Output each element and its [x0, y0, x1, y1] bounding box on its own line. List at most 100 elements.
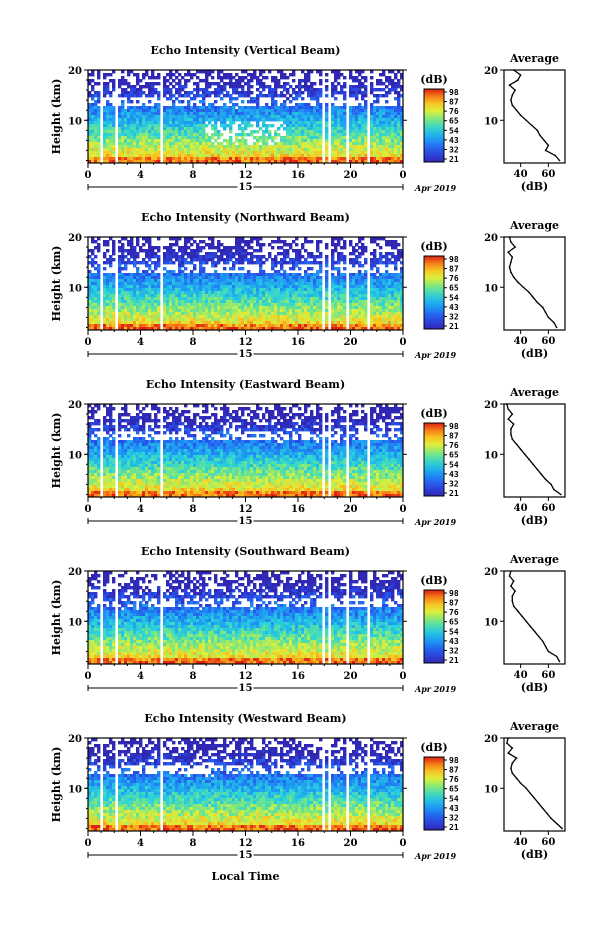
- average-point: [507, 737, 510, 739]
- average-point: [550, 817, 552, 820]
- heatmap-title: Echo Intensity (Westward Beam): [144, 712, 346, 725]
- average-point: [525, 620, 527, 623]
- average-point: [511, 772, 514, 774]
- average-point: [510, 261, 512, 263]
- x-tick-label: 4: [137, 170, 144, 181]
- average-point: [528, 291, 530, 294]
- colorbar-tick-label: 76: [449, 107, 459, 116]
- average-y-tick-label: 10: [484, 617, 498, 628]
- average-x-label: (dB): [521, 681, 548, 694]
- heatmap-cells: [88, 404, 404, 498]
- panel-4: Echo Intensity (Southward Beam) 10 20 Heigh…: [50, 545, 566, 694]
- colorbar-tick-label: 21: [449, 656, 459, 665]
- x-tick-label: 8: [190, 838, 197, 849]
- average-frame: [503, 403, 566, 498]
- average-point: [506, 403, 508, 405]
- colorbar-tick-label: 43: [449, 303, 459, 312]
- average-point: [519, 782, 522, 784]
- average-point: [521, 615, 523, 617]
- colorbar-tick-label: 43: [449, 637, 459, 646]
- colorbar-tick-label: 98: [449, 756, 459, 765]
- average-point: [546, 812, 548, 815]
- colorbar: [423, 88, 445, 163]
- average-point: [553, 321, 555, 324]
- panel-2: Echo Intensity (Northward Beam) 10 20 Heigh…: [50, 211, 566, 360]
- average-point: [553, 488, 555, 491]
- average-point: [514, 89, 516, 91]
- average-point: [536, 468, 539, 471]
- y-tick-label: 10: [68, 784, 82, 795]
- average-point: [544, 645, 547, 648]
- x-tick-label: 20: [344, 504, 358, 515]
- colorbar-tick-label: 87: [449, 766, 459, 775]
- average-point: [517, 79, 519, 81]
- x-tick-label: 8: [190, 671, 197, 682]
- y-tick-label: 20: [68, 233, 82, 244]
- day-label-bg: [237, 349, 254, 359]
- average-point: [530, 124, 533, 127]
- average-point: [533, 630, 536, 633]
- average-point: [512, 69, 515, 71]
- average-point: [507, 752, 510, 754]
- average-point: [515, 777, 518, 779]
- colorbar-unit: (dB): [420, 240, 447, 253]
- average-point: [525, 119, 527, 122]
- average-point: [524, 453, 526, 456]
- average-point: [510, 433, 512, 436]
- average-y-tick-label: 10: [484, 116, 498, 127]
- average-point: [542, 807, 544, 810]
- colorbar-tick-label: 65: [449, 785, 459, 794]
- average-point: [508, 84, 511, 86]
- average-point: [517, 281, 519, 284]
- average-point: [547, 316, 550, 319]
- colorbar-tick-label: 43: [449, 136, 459, 145]
- average-point: [514, 246, 516, 248]
- x-tick-label: 0: [85, 504, 92, 515]
- average-point: [507, 408, 510, 410]
- day-label: 15: [239, 683, 253, 694]
- average-point: [536, 129, 539, 132]
- average-point: [547, 650, 550, 653]
- average-point: [528, 458, 530, 461]
- x-tick-label: 16: [291, 671, 305, 682]
- x-tick-label: 4: [137, 337, 144, 348]
- average-y-tick-label: 20: [484, 233, 498, 244]
- y-tick-label: 10: [68, 617, 82, 628]
- x-tick-label: 0: [85, 671, 92, 682]
- average-point: [537, 635, 540, 638]
- average-title: Average: [509, 553, 559, 566]
- x-tick-label: 4: [137, 671, 144, 682]
- colorbar-tick-label: 32: [449, 646, 459, 655]
- average-x-tick-label: 60: [541, 503, 555, 514]
- colorbar-tick-label: 87: [449, 432, 459, 441]
- y-axis-label: Height (km): [50, 246, 63, 322]
- colorbar-tick-label: 76: [449, 608, 459, 617]
- x-tick-label: 0: [85, 838, 92, 849]
- average-x-tick-label: 60: [541, 837, 555, 848]
- average-y-tick-label: 10: [484, 450, 498, 461]
- average-point: [560, 493, 562, 496]
- average-point: [511, 438, 514, 441]
- average-frame: [503, 236, 566, 331]
- average-point: [543, 139, 545, 142]
- average-point: [555, 326, 558, 329]
- colorbar-tick-label: 65: [449, 117, 459, 126]
- date-label: Apr 2019: [414, 517, 457, 527]
- x-tick-label: 12: [239, 671, 253, 682]
- day-label-bg: [237, 516, 254, 526]
- colorbar-tick-label: 43: [449, 470, 459, 479]
- average-x-tick-label: 60: [541, 670, 555, 681]
- colorbar-tick-label: 98: [449, 255, 459, 264]
- average-point: [533, 797, 536, 800]
- x-tick-label: 0: [400, 170, 407, 181]
- average-point: [542, 640, 544, 643]
- average-x-tick-label: 40: [514, 670, 528, 681]
- average-point: [508, 236, 511, 238]
- colorbar-tick-label: 98: [449, 589, 459, 598]
- x-tick-label: 0: [400, 838, 407, 849]
- colorbar-tick-label: 54: [449, 126, 459, 135]
- x-tick-label: 20: [344, 170, 358, 181]
- average-frame: [503, 737, 566, 832]
- average-frame: [503, 570, 566, 665]
